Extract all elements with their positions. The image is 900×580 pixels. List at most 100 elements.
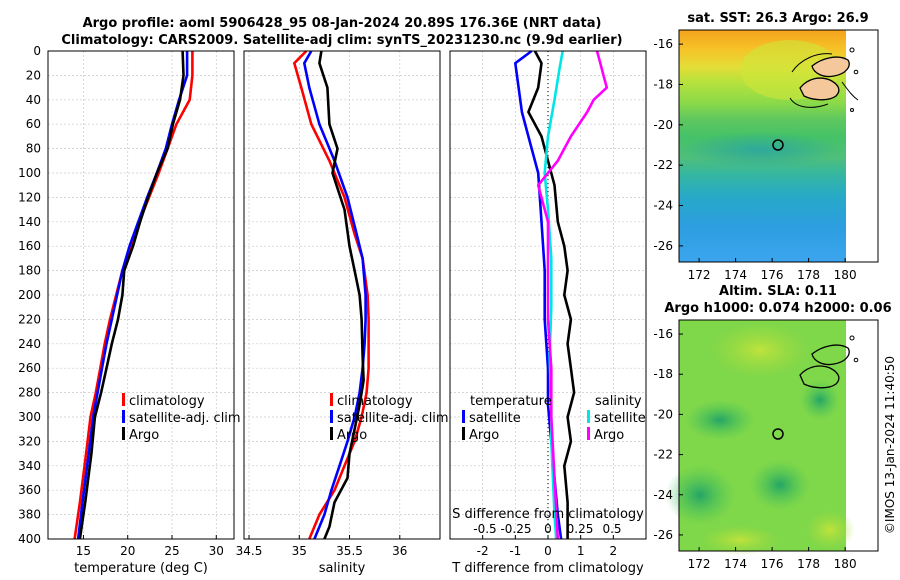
- t-difference-tick-labels: -2 -1 0 1 2: [477, 535, 617, 558]
- legend-satellite-swatch: [122, 410, 125, 423]
- salinity-xlabel: salinity: [319, 561, 366, 576]
- legend-salinity-title: salinity: [595, 394, 642, 409]
- fiji-island-outline: [799, 365, 840, 389]
- depth-tick-labels: 0 20 40 60 80 100 120 140 160 180 200 220 240 260 280 3…: [18, 44, 41, 546]
- depth-tick-label: 380: [18, 508, 41, 522]
- legend-t-satellite-label: satellite: [469, 411, 521, 426]
- sla-map-title-line2: Argo h1000: 0.074 h2000: 0.06: [664, 301, 891, 316]
- temperature-legend: climatology satellite-adj. clim Argo: [122, 393, 241, 443]
- depth-tick-label: 400: [18, 532, 41, 546]
- longitude-tick-label: 176: [761, 557, 784, 571]
- legend-satellite-swatch: [330, 410, 333, 423]
- x-tick-label: 30: [209, 544, 224, 558]
- longitude-tick-label: 178: [797, 268, 820, 282]
- fiji-island: [799, 77, 840, 101]
- temperature-xlabel: temperature (deg C): [74, 561, 208, 576]
- depth-tick-label: 200: [18, 288, 41, 302]
- latitude-tick-label: -18: [653, 77, 673, 91]
- temperature-series: [73, 50, 194, 540]
- depth-tick-label: 20: [26, 68, 41, 82]
- series-line-satellite-adj-clim: [302, 50, 367, 540]
- series-line-climatology: [292, 50, 370, 540]
- difference-legend: temperature satellite Argo salinity sate…: [462, 394, 646, 443]
- depth-tick-label: 140: [18, 215, 41, 229]
- legend-s-argo-label: Argo: [594, 428, 624, 443]
- x-tick-label: 20: [120, 544, 135, 558]
- s-difference-tick-label: -0.5: [473, 522, 496, 536]
- latitude-tick-label: -22: [653, 158, 673, 172]
- sst-cool-patch: [680, 132, 840, 168]
- legend-argo-swatch: [122, 427, 125, 440]
- fiji-island-north: [811, 56, 850, 78]
- x-tick-label: 35.5: [336, 544, 363, 558]
- sla-lat-tick-labels: -16 -18 -20 -22 -24 -26: [653, 327, 683, 542]
- x-tick-label: -1: [509, 544, 521, 558]
- depth-tick-label: 340: [18, 459, 41, 473]
- depth-tick-label: 160: [18, 239, 41, 253]
- x-tick-label: 0: [544, 544, 552, 558]
- latitude-tick-label: -18: [653, 367, 673, 381]
- small-island: [853, 357, 859, 363]
- fiji-island-north-outline: [811, 344, 850, 366]
- legend-climatology-label: climatology: [129, 394, 205, 409]
- depth-tick-label: 40: [26, 93, 41, 107]
- longitude-tick-label: 174: [724, 557, 747, 571]
- reef-outline: [789, 53, 859, 108]
- legend-satellite-label: satellite-adj. clim: [129, 411, 241, 426]
- latitude-tick-label: -16: [653, 327, 673, 341]
- longitude-tick-label: 180: [834, 557, 857, 571]
- latitude-tick-label: -26: [653, 239, 673, 253]
- sla-green-patch: [665, 465, 735, 525]
- sla-yellow-patch: [700, 525, 780, 555]
- temperature-panel: 0 20 40 60 80 100 120 140 160 180 200 220 240 260 280 3…: [18, 44, 241, 576]
- legend-climatology-label: climatology: [337, 394, 413, 409]
- depth-tick-label: 260: [18, 361, 41, 375]
- s-difference-tick-label: 0: [544, 522, 552, 536]
- salinity-gridlines: [244, 50, 440, 540]
- sst-map-frame: [678, 29, 879, 263]
- small-island: [849, 335, 855, 341]
- depth-tick-label: 220: [18, 312, 41, 326]
- temperature-gridlines: [48, 50, 234, 540]
- depth-tick-label: 100: [18, 166, 41, 180]
- sla-green-patch: [800, 380, 840, 420]
- argo-position-marker: [772, 139, 784, 151]
- difference-panel: -2 -1 0 1 2 -0.5 -0.25 0 0.25 0.5 T difference f…: [449, 49, 647, 576]
- small-island: [849, 47, 855, 53]
- legend-s-argo-swatch: [587, 427, 590, 440]
- s-difference-tick-labels: -0.5 -0.25 0 0.25 0.5: [473, 522, 621, 536]
- sla-map-title-line1: Altim. SLA: 0.11: [719, 284, 837, 299]
- sla-yellow-patch: [710, 322, 810, 378]
- depth-tick-label: 0: [33, 44, 41, 58]
- legend-temperature-title: temperature: [470, 394, 552, 409]
- sla-yellow-patch: [805, 510, 855, 550]
- latitude-tick-label: -16: [653, 37, 673, 51]
- depth-tick-label: 60: [26, 117, 41, 131]
- legend-s-satellite-swatch: [587, 410, 590, 423]
- x-tick-label: 35: [292, 544, 307, 558]
- series-line-s-argo: [536, 50, 609, 540]
- sla-map: Altim. SLA: 0.11 Argo h1000: 0.074 h2000…: [653, 284, 891, 571]
- depth-tick-label: 300: [18, 410, 41, 424]
- depth-tick-label: 180: [18, 264, 41, 278]
- x-tick-label: 34.5: [236, 544, 263, 558]
- s-difference-tick-label: -0.25: [500, 522, 531, 536]
- latitude-tick-label: -24: [653, 199, 673, 213]
- difference-series: [513, 49, 609, 540]
- legend-t-argo-label: Argo: [469, 428, 499, 443]
- depth-tick-label: 320: [18, 434, 41, 448]
- temperature-axes-box: [47, 50, 235, 540]
- x-tick-label: 36: [392, 544, 407, 558]
- longitude-tick-label: 178: [797, 557, 820, 571]
- depth-tick-label: 120: [18, 190, 41, 204]
- latitude-tick-label: -26: [653, 528, 673, 542]
- depth-tick-label: 360: [18, 483, 41, 497]
- sst-lat-tick-labels: -16 -18 -20 -22 -24 -26: [653, 37, 683, 253]
- temperature-tick-labels: 15 20 25 30: [76, 535, 224, 558]
- legend-argo-swatch: [330, 427, 333, 440]
- t-difference-xlabel: T difference from climatology: [451, 561, 644, 576]
- small-island: [853, 69, 859, 75]
- argo-position-marker: [772, 428, 784, 440]
- s-difference-xlabel: S difference from climatology: [452, 507, 644, 522]
